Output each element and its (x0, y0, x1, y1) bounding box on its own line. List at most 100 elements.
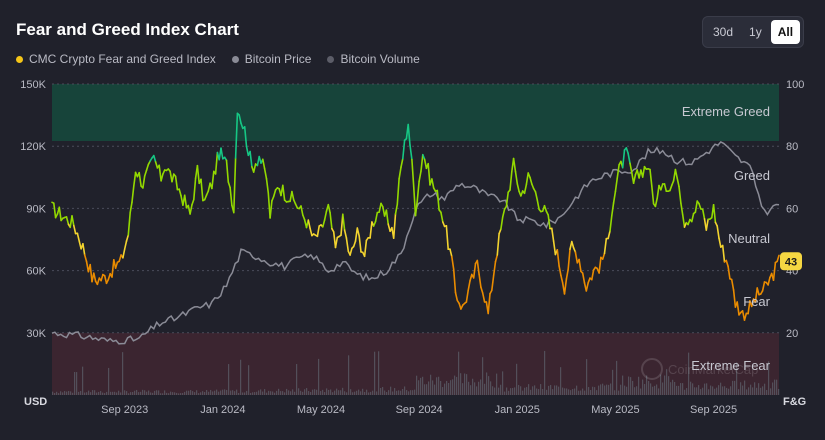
volume-bar (342, 387, 344, 395)
range-30d-button[interactable]: 30d (713, 25, 734, 39)
volume-bar (352, 392, 354, 395)
volume-bar (656, 384, 658, 395)
volume-bar (774, 379, 776, 395)
volume-bar (714, 388, 716, 395)
volume-bar (596, 390, 598, 395)
volume-bar (570, 390, 572, 395)
fear-greed-segment (123, 240, 128, 250)
watermark-text: CoinMarketCap (668, 362, 758, 377)
volume-bar (576, 385, 578, 395)
fear-greed-segment (76, 232, 81, 243)
fear-greed-segment (329, 212, 333, 230)
zone-label-extreme-fear: Extreme Fear (691, 358, 770, 373)
fear-greed-segment (772, 261, 777, 282)
volume-bar (130, 392, 132, 395)
volume-bar (362, 388, 364, 395)
volume-bar (218, 391, 220, 395)
volume-bar (348, 355, 350, 395)
volume-bar (274, 392, 276, 395)
volume-bar (674, 381, 676, 395)
volume-bar (206, 389, 208, 395)
volume-bar (444, 383, 446, 395)
volume-bar (698, 385, 700, 395)
volume-bar (102, 392, 104, 395)
volume-bar (756, 387, 758, 395)
legend-fear-greed[interactable]: CMC Crypto Fear and Greed Index (16, 52, 216, 66)
volume-bar (120, 392, 122, 395)
volume-bar (134, 390, 136, 395)
fear-greed-segment (716, 225, 720, 239)
fear-greed-segment (411, 158, 415, 188)
volume-bar (568, 389, 570, 395)
volume-bar (182, 393, 184, 395)
volume-bar (126, 391, 128, 395)
range-all-button[interactable]: All (770, 20, 801, 44)
fear-greed-segment (125, 234, 130, 242)
fear-greed-segment (525, 172, 530, 186)
fear-greed-segment (761, 281, 766, 292)
fear-greed-segment (52, 202, 57, 219)
volume-bar (760, 387, 762, 395)
volume-bar (338, 390, 340, 395)
volume-bar (762, 386, 764, 395)
fear-greed-segment (407, 123, 411, 146)
volume-bar (92, 390, 94, 395)
range-1y-button[interactable]: 1y (749, 25, 762, 39)
volume-bar (232, 390, 234, 395)
fear-greed-segment (505, 191, 510, 208)
fear-greed-segment (750, 298, 755, 308)
volume-bar (580, 390, 582, 395)
fear-greed-segment (730, 278, 735, 291)
volume-bar (398, 390, 400, 395)
volume-bar (80, 390, 82, 395)
volume-bar (578, 390, 580, 395)
volume-bar (208, 391, 210, 395)
volume-bar (280, 391, 282, 395)
volume-bar (54, 392, 56, 395)
volume-bar (538, 389, 540, 395)
volume-bar (534, 385, 536, 395)
volume-bar (526, 387, 528, 395)
volume-bar (180, 393, 182, 395)
volume-bar (204, 391, 206, 395)
volume-bar (480, 379, 482, 395)
fear-greed-segment (378, 202, 382, 213)
legend-fear-greed-dot (16, 55, 23, 63)
volume-bar (290, 391, 292, 395)
volume-bar (732, 380, 734, 395)
volume-bar (694, 387, 696, 395)
volume-bar (316, 389, 318, 395)
volume-bar (600, 384, 602, 395)
volume-bar (392, 391, 394, 395)
volume-bar (394, 388, 396, 395)
volume-bar (518, 384, 520, 395)
volume-bar (88, 390, 90, 395)
fear-greed-segment (272, 189, 277, 198)
volume-bar (634, 387, 636, 395)
fear-greed-segment (629, 162, 633, 174)
legend-bitcoin-price[interactable]: Bitcoin Price (231, 52, 312, 66)
fear-greed-segment (225, 159, 230, 183)
volume-bar (678, 385, 680, 395)
volume-bar (68, 390, 70, 395)
volume-bar (108, 367, 110, 395)
volume-bar (524, 387, 526, 395)
fear-greed-segment (718, 237, 722, 248)
volume-bar (454, 375, 456, 395)
fear-greed-segment (472, 262, 477, 279)
volume-bar (224, 389, 226, 395)
volume-bar (334, 390, 336, 395)
legend-bitcoin-price-label: Bitcoin Price (244, 52, 312, 66)
fear-greed-segment (122, 248, 126, 259)
fear-greed-segment (358, 235, 362, 253)
fear-greed-segment (558, 265, 562, 277)
legend-bitcoin-volume[interactable]: Bitcoin Volume (327, 52, 420, 66)
volume-bar (296, 364, 298, 395)
volume-bar (680, 383, 682, 395)
volume-bar (304, 389, 306, 395)
x-axis-tick: Jan 2025 (495, 404, 540, 416)
fear-greed-segment (660, 183, 664, 191)
fear-greed-segment (585, 281, 590, 292)
volume-bar (258, 390, 260, 395)
